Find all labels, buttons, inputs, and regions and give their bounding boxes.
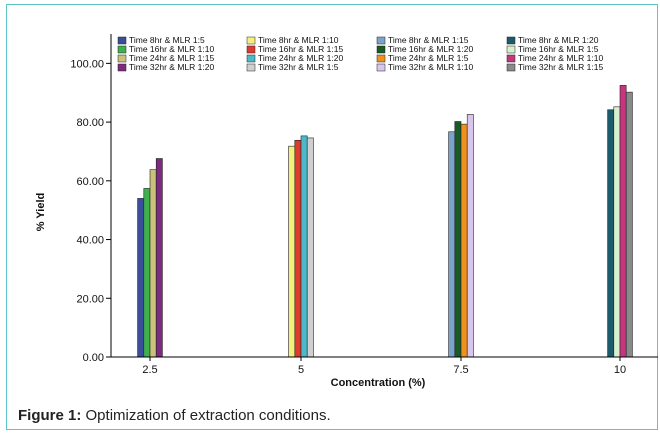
- legend-label: Time 8hr & MLR 1:20: [518, 35, 599, 45]
- y-tick-label: 20.00: [76, 293, 104, 305]
- figure-frame: [6, 4, 658, 430]
- legend-swatch: [117, 45, 127, 54]
- legend-swatch: [376, 54, 386, 63]
- legend-label: Time 16hr & MLR 1:10: [129, 44, 214, 54]
- legend-label: Time 32hr & MLR 1:5: [258, 62, 339, 72]
- bar: [300, 135, 308, 358]
- legend-label: Time 16hr & MLR 1:20: [388, 44, 473, 54]
- legend-label: Time 16hr & MLR 1:15: [258, 44, 343, 54]
- legend: Time 8hr & MLR 1:5 Time 8hr & MLR 1:10 Tim…: [117, 35, 603, 72]
- caption-text: Optimization of extraction conditions.: [81, 407, 331, 424]
- x-tick-label: 5: [298, 364, 304, 376]
- legend-swatch: [506, 54, 516, 63]
- x-tick-label: 10: [614, 364, 626, 376]
- legend-label: Time 32hr & MLR 1:15: [518, 62, 603, 72]
- bar: [137, 198, 145, 358]
- legend-swatch: [117, 54, 127, 63]
- bar: [613, 106, 621, 358]
- y-axis-title: % Yield: [35, 193, 47, 232]
- legend-swatch: [376, 36, 386, 45]
- legend-swatch: [506, 63, 516, 72]
- bars: [137, 85, 633, 358]
- legend-swatch: [506, 36, 516, 45]
- bar: [306, 137, 314, 358]
- y-tick-label: 60.00: [76, 176, 104, 188]
- bar: [460, 123, 468, 358]
- bar: [288, 145, 296, 358]
- legend-swatch: [117, 63, 127, 72]
- x-axis-title: Concentration (%): [331, 377, 426, 389]
- bar: [619, 85, 627, 358]
- bar: [155, 158, 163, 358]
- legend-swatch: [117, 36, 127, 45]
- legend-label: Time 16hr & MLR 1:5: [518, 44, 599, 54]
- bar: [625, 91, 633, 358]
- legend-label: Time 8hr & MLR 1:10: [258, 35, 339, 45]
- y-tick-label: 100.00: [70, 58, 104, 70]
- legend-label: Time 32hr & MLR 1:10: [388, 62, 473, 72]
- bar: [607, 109, 615, 358]
- legend-swatch: [246, 45, 256, 54]
- bar: [294, 139, 302, 358]
- legend-swatch: [246, 54, 256, 63]
- figure-caption: Figure 1: Optimization of extraction con…: [18, 407, 331, 424]
- legend-swatch: [376, 45, 386, 54]
- legend-label: Time 8hr & MLR 1:15: [388, 35, 469, 45]
- legend-label: Time 24hr & MLR 1:20: [258, 53, 343, 63]
- y-tick-label: 80.00: [76, 117, 104, 129]
- legend-label: Time 32hr & MLR 1:20: [129, 62, 214, 72]
- y-tick-label: 0.00: [83, 352, 104, 364]
- x-tick-label: 2.5: [142, 364, 157, 376]
- chart: Time 8hr & MLR 1:5 Time 8hr & MLR 1:10 Tim…: [35, 34, 658, 389]
- bar: [454, 121, 462, 358]
- legend-label: Time 24hr & MLR 1:10: [518, 53, 603, 63]
- legend-label: Time 8hr & MLR 1:5: [129, 35, 205, 45]
- legend-swatch: [506, 45, 516, 54]
- legend-swatch: [246, 36, 256, 45]
- y-tick-label: 40.00: [76, 235, 104, 247]
- legend-swatch: [246, 63, 256, 72]
- legend-swatch: [376, 63, 386, 72]
- caption-label: Figure 1:: [18, 407, 82, 424]
- bar: [149, 169, 157, 358]
- legend-label: Time 24hr & MLR 1:5: [388, 53, 469, 63]
- bar: [143, 188, 151, 358]
- x-tick-label: 7.5: [453, 364, 468, 376]
- axes: 0.00 20.00 40.00 60.00 80.00 100.00 2.5 5 7.5 10: [70, 34, 658, 376]
- bar: [466, 114, 474, 358]
- bar: [448, 131, 456, 358]
- legend-label: Time 24hr & MLR 1:15: [129, 53, 214, 63]
